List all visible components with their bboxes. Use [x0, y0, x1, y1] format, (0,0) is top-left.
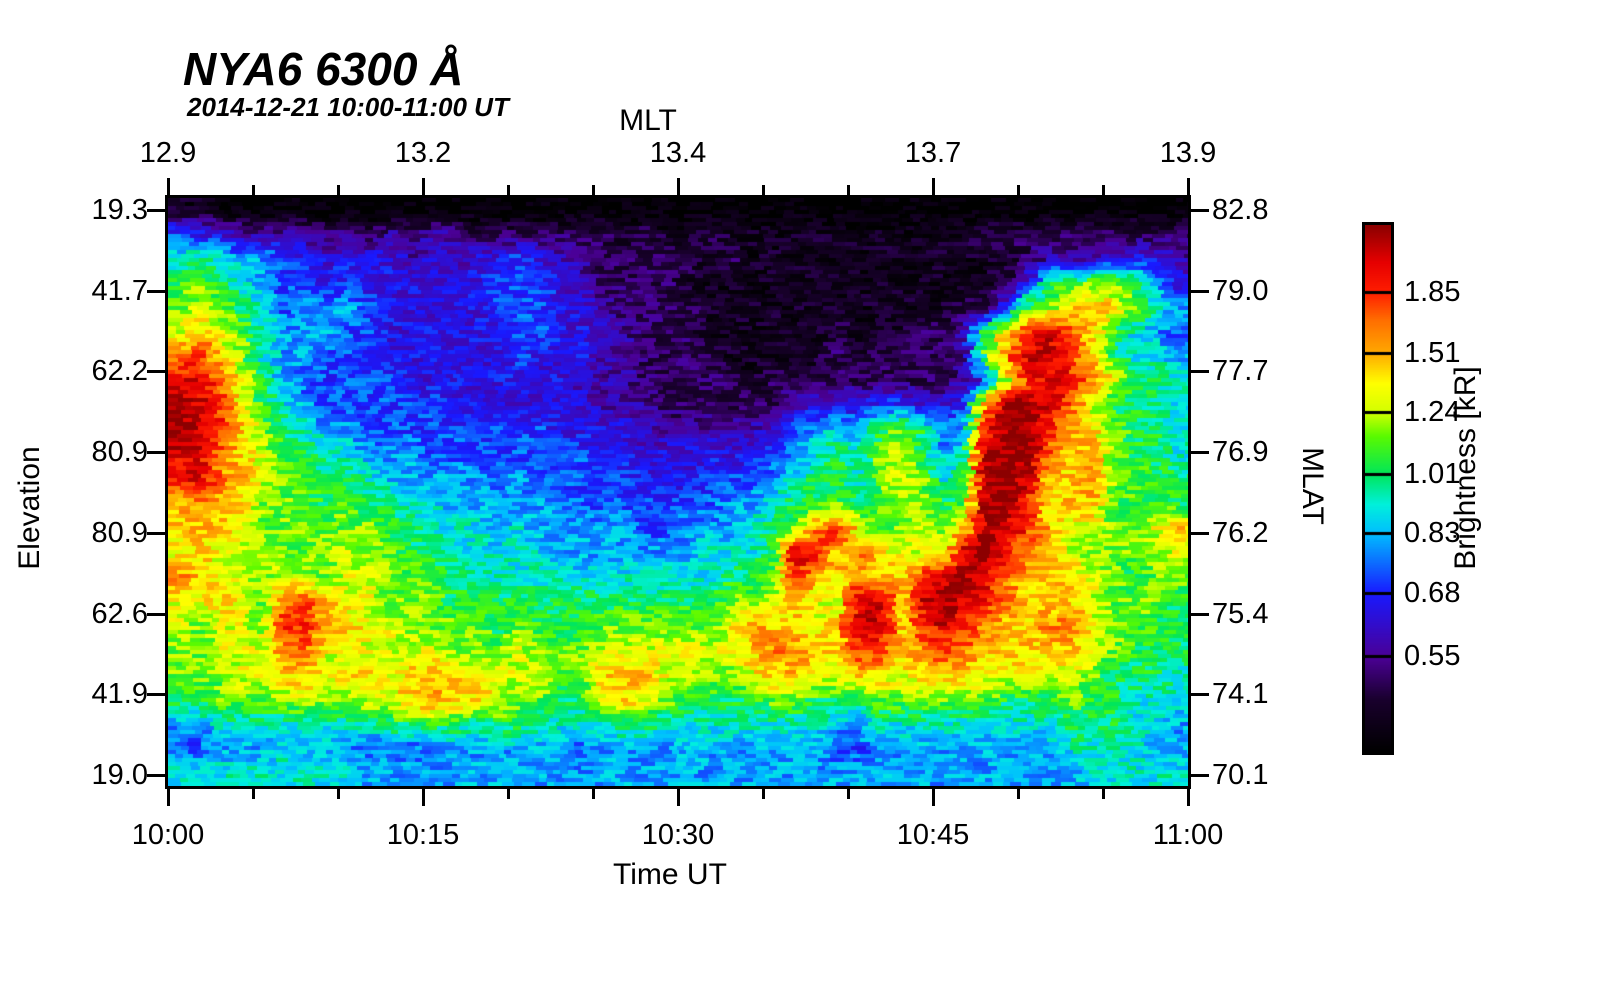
- mlt-tick-label: 13.4: [649, 137, 707, 169]
- top-major-tick: [422, 178, 425, 195]
- x-minor-tick: [1016, 789, 1020, 799]
- x-tick-label: 10:00: [131, 819, 205, 851]
- top-major-tick: [167, 178, 170, 195]
- mlat-tick-label: 79.0: [1212, 274, 1269, 307]
- mlt-tick-label: 13.7: [904, 137, 962, 169]
- y-right-tick: [1191, 209, 1209, 212]
- top-minor-tick: [251, 185, 255, 195]
- mlat-tick-label: 77.7: [1212, 355, 1269, 388]
- elevation-tick-label: 62.2: [91, 355, 148, 388]
- x-major-tick: [677, 789, 680, 806]
- x-major-tick: [167, 789, 170, 806]
- top-minor-tick: [847, 185, 851, 195]
- colorbar-tick-label: 1.24: [1404, 396, 1461, 429]
- y-right-tick: [1191, 289, 1209, 293]
- mlat-tick-label: 70.1: [1212, 759, 1269, 791]
- x-major-tick: [1187, 789, 1190, 806]
- mlat-tick-label: 75.4: [1212, 597, 1269, 630]
- time-axis-title: Time UT: [613, 858, 727, 891]
- colorbar-tick-label: 0.55: [1404, 640, 1461, 673]
- elevation-tick-label: 41.7: [91, 274, 148, 307]
- y-left-tick: [147, 451, 165, 455]
- top-minor-tick: [1102, 185, 1106, 195]
- y-right-tick: [1191, 693, 1209, 697]
- y-left-tick: [147, 612, 165, 616]
- top-minor-tick: [506, 185, 510, 195]
- x-minor-tick: [1102, 789, 1106, 799]
- plot-subtitle: 2014-12-21 10:00-11:00 UT: [187, 92, 509, 122]
- colorbar-tick-label: 1.85: [1404, 276, 1461, 309]
- x-minor-tick: [592, 789, 596, 799]
- colorbar-tick-label: 0.68: [1404, 576, 1461, 609]
- y-left-tick: [147, 370, 165, 374]
- elevation-tick-label: 62.6: [91, 597, 148, 630]
- mlat-tick-label: 74.1: [1212, 678, 1269, 711]
- top-minor-tick: [592, 185, 596, 195]
- x-minor-tick: [506, 789, 510, 799]
- x-minor-tick: [251, 789, 255, 799]
- y-right-tick: [1191, 774, 1209, 777]
- mlt-tick-label: 13.9: [1159, 137, 1217, 169]
- mlat-tick-label: 82.8: [1212, 194, 1269, 226]
- colorbar-frame: [1362, 222, 1394, 755]
- y-right-tick: [1191, 370, 1209, 374]
- elevation-axis-title: Elevation: [13, 446, 46, 570]
- x-tick-label: 10:15: [386, 819, 460, 851]
- y-left-tick: [147, 289, 165, 293]
- elevation-tick-label: 80.9: [91, 436, 148, 469]
- y-right-tick: [1191, 531, 1209, 535]
- x-minor-tick: [847, 789, 851, 799]
- top-major-tick: [932, 178, 935, 195]
- plot-frame: [165, 195, 1191, 789]
- elevation-tick-label: 41.9: [91, 678, 148, 711]
- colorbar-tick-label: 0.83: [1404, 516, 1461, 549]
- mlt-axis-title: MLT: [619, 104, 677, 137]
- x-tick-label: 10:45: [896, 819, 970, 851]
- colorbar-tick-label: 1.51: [1404, 337, 1461, 370]
- elevation-tick-label: 80.9: [91, 516, 148, 549]
- elevation-tick-label: 19.3: [91, 194, 148, 226]
- y-left-tick: [147, 774, 165, 777]
- y-right-tick: [1191, 612, 1209, 616]
- x-major-tick: [422, 789, 425, 806]
- x-major-tick: [932, 789, 935, 806]
- x-tick-label: 11:00: [1152, 819, 1224, 851]
- top-minor-tick: [1016, 185, 1020, 195]
- mlt-tick-label: 12.9: [139, 137, 197, 169]
- x-tick-label: 10:30: [641, 819, 715, 851]
- mlt-tick-label: 13.2: [394, 137, 452, 169]
- top-major-tick: [1187, 178, 1190, 195]
- y-right-tick: [1191, 451, 1209, 455]
- y-left-tick: [147, 531, 165, 535]
- plot-title: NYA6 6300 Å: [183, 43, 464, 95]
- colorbar-tick-label: 1.01: [1404, 457, 1461, 490]
- top-minor-tick: [761, 185, 765, 195]
- x-minor-tick: [761, 789, 765, 799]
- y-left-tick: [147, 209, 165, 212]
- elevation-tick-label: 19.0: [91, 759, 148, 791]
- top-minor-tick: [337, 185, 341, 195]
- mlat-tick-label: 76.2: [1212, 516, 1269, 549]
- top-major-tick: [677, 178, 680, 195]
- y-left-tick: [147, 693, 165, 697]
- keogram-canvas: [168, 198, 1188, 786]
- colorbar-canvas: [1365, 225, 1391, 752]
- x-minor-tick: [337, 789, 341, 799]
- mlat-tick-label: 76.9: [1212, 436, 1269, 469]
